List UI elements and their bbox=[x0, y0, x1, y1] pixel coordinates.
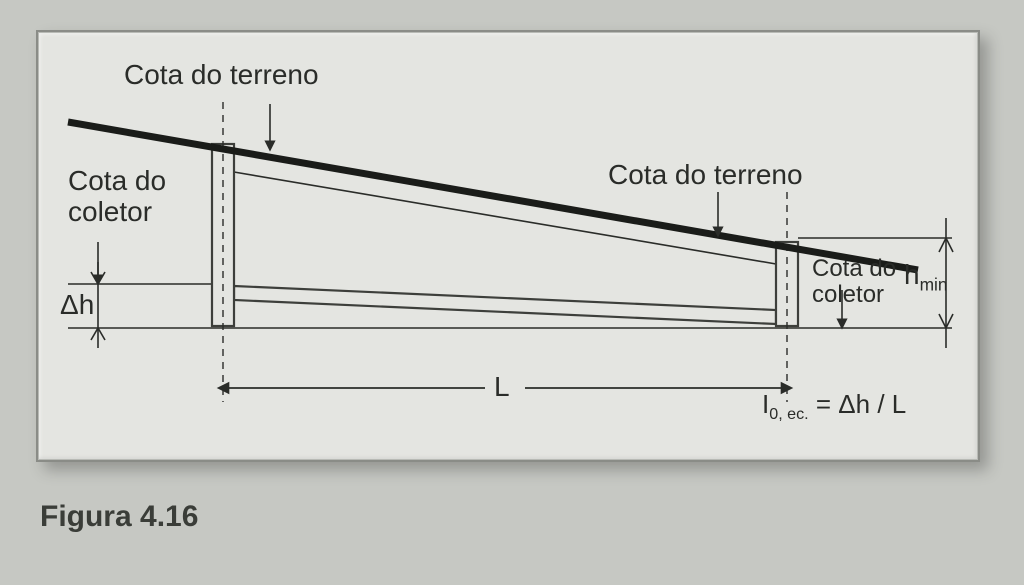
label-collector-right-l2: coletor bbox=[812, 281, 884, 308]
label-collector-right-l1: Cota do bbox=[812, 255, 896, 282]
label-collector-left: Cota do coletor bbox=[68, 166, 166, 228]
formula-post: = Δh / L bbox=[809, 389, 907, 419]
label-hmin-h: h bbox=[904, 259, 920, 290]
label-terrain-right: Cota do terreno bbox=[608, 160, 803, 191]
label-terrain-top-left: Cota do terreno bbox=[124, 60, 319, 91]
label-collector-left-l2: coletor bbox=[68, 196, 152, 227]
label-delta-h: Δh bbox=[60, 290, 94, 321]
formula-sub: 0, ec. bbox=[769, 405, 808, 423]
label-hmin-min: min bbox=[920, 275, 948, 295]
pipe-body bbox=[234, 286, 776, 324]
label-collector-left-l1: Cota do bbox=[68, 165, 166, 196]
label-hmin: hmin bbox=[904, 260, 948, 295]
figure-box: Cota do terreno Cota do coletor Cota do … bbox=[36, 30, 980, 462]
terrain-line bbox=[68, 122, 918, 270]
figure-caption: Figura 4.16 bbox=[40, 500, 198, 534]
label-collector-right: Cota do coletor bbox=[812, 256, 896, 309]
label-formula: I0, ec. = Δh / L bbox=[762, 390, 906, 424]
label-L: L bbox=[494, 372, 510, 403]
